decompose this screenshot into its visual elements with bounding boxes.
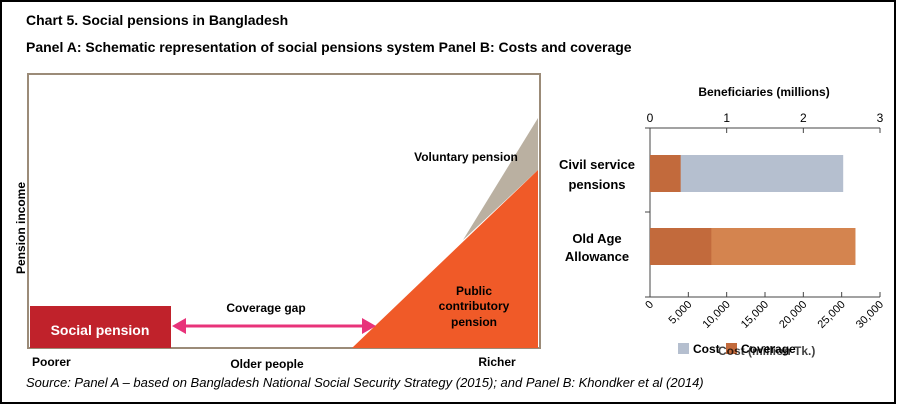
panel-b: Beneficiaries (millions) 0 1 2 3 0 5,000 10,0… bbox=[559, 85, 886, 358]
top-axis-title: Beneficiaries (millions) bbox=[698, 85, 829, 99]
category-label: Civil service bbox=[559, 157, 635, 172]
bottom-axis-tick-label: 30,000 bbox=[854, 299, 886, 331]
panels-title: Panel A: Schematic representation of soc… bbox=[26, 39, 632, 55]
bottom-axis-tick-label: 15,000 bbox=[739, 299, 771, 331]
voluntary-pension-label: Voluntary pension bbox=[414, 150, 518, 164]
social-pension-bar bbox=[30, 306, 171, 348]
social-pension-label: Social pension bbox=[51, 322, 150, 338]
legend-label-cost-overlap: Cost (million Tk.) bbox=[718, 344, 815, 358]
panel-a: Social pension Coverage gap Voluntary pe… bbox=[14, 73, 541, 371]
coverage-gap-arrow bbox=[172, 318, 376, 334]
x-label-richer: Richer bbox=[478, 355, 516, 369]
category-label: Allowance bbox=[565, 249, 629, 264]
coverage-gap-label: Coverage gap bbox=[226, 301, 305, 315]
public-pension-label-2: contributory bbox=[439, 299, 510, 313]
legend-swatch-cost bbox=[678, 343, 689, 354]
chart-title: Chart 5. Social pensions in Bangladesh bbox=[26, 12, 289, 28]
bottom-axis-tick-label: 5,000 bbox=[667, 299, 695, 327]
category-label: pensions bbox=[568, 177, 625, 192]
coverage-bar bbox=[650, 228, 712, 265]
x-label-poorer: Poorer bbox=[32, 355, 71, 369]
bottom-axis-tick-label: 20,000 bbox=[777, 299, 809, 331]
legend-label-cost: Cost bbox=[693, 342, 720, 356]
y-axis-label: Pension income bbox=[14, 182, 28, 274]
legend-label-coverage: Coverage bbox=[741, 342, 796, 356]
panel-a-border bbox=[27, 73, 541, 349]
public-pension-label-3: pension bbox=[451, 315, 497, 329]
coverage-bar bbox=[650, 155, 681, 192]
public-pension-area bbox=[352, 170, 538, 348]
top-axis-tick-label: 3 bbox=[877, 111, 884, 125]
legend-swatch-coverage bbox=[726, 343, 737, 354]
voluntary-pension-area bbox=[463, 118, 538, 240]
bottom-axis-tick-label: 10,000 bbox=[701, 299, 733, 331]
top-axis-tick-label: 1 bbox=[723, 111, 730, 125]
category-label: Old Age bbox=[572, 231, 621, 246]
x-label-older-people: Older people bbox=[230, 357, 304, 371]
top-axis-tick-label: 2 bbox=[800, 111, 807, 125]
public-pension-label-1: Public bbox=[456, 284, 492, 298]
bottom-axis-tick-label: 0 bbox=[643, 299, 656, 312]
bottom-axis-tick-label: 25,000 bbox=[816, 299, 848, 331]
source-note: Source: Panel A – based on Bangladesh Na… bbox=[26, 375, 704, 390]
top-axis-tick-label: 0 bbox=[647, 111, 654, 125]
cost-bar bbox=[650, 155, 844, 192]
